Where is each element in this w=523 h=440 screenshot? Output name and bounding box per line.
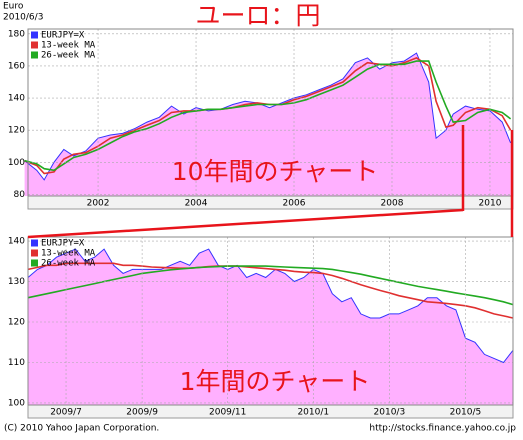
- y-tick-label: 160: [8, 61, 25, 71]
- y-tick-label: 130: [8, 277, 25, 287]
- line: [27, 262, 514, 319]
- y-tick-label: 110: [8, 358, 25, 368]
- y-tick-label: 180: [8, 29, 25, 39]
- legend-label: EURJPY=X: [41, 239, 85, 249]
- annotation: 1年間のチャート: [180, 367, 371, 396]
- line: [27, 265, 514, 306]
- legend-swatch: [31, 259, 38, 267]
- legend-label: 26-week MA: [41, 259, 96, 269]
- x-tick-label: 2010/3: [374, 408, 406, 418]
- x-tick-label: 2004: [185, 199, 208, 209]
- source-url: http://stocks.finance.yahoo.co.jp: [369, 424, 516, 434]
- plot-border: [27, 28, 514, 197]
- x-tick-label: 2010/5: [450, 408, 482, 418]
- y-tick-label: 80: [14, 190, 26, 200]
- title: Euro: [3, 2, 24, 12]
- legend-label: 26-week MA: [41, 51, 96, 61]
- plot-border: [27, 236, 514, 406]
- x-tick-label: 2002: [87, 199, 110, 209]
- x-tick-label: 2009/9: [126, 408, 158, 418]
- legend-swatch: [31, 239, 38, 247]
- legend-swatch: [31, 51, 38, 59]
- legend-swatch: [31, 41, 38, 49]
- connector: [27, 125, 514, 239]
- legend-swatch: [31, 249, 38, 257]
- legend-swatch: [31, 31, 38, 39]
- y-tick-label: 100: [8, 158, 25, 168]
- copyright: (C) 2010 Yahoo Japan Corporation.: [4, 424, 159, 434]
- y-tick-label: 120: [8, 126, 25, 136]
- legend-label: EURJPY=X: [41, 31, 85, 41]
- y-tick-label: 140: [8, 237, 25, 247]
- heading: ユーロ：円: [195, 1, 320, 30]
- y-tick-label: 100: [8, 398, 25, 408]
- charts: 80 100 120 140 160 180 2002 2004 2006 2008 2010 EUR…: [8, 28, 514, 419]
- legend-label: 13-week MA: [41, 41, 96, 51]
- x-tick-label: 2010: [479, 199, 502, 209]
- x-tick-label: 2010/1: [297, 408, 329, 418]
- x-axis-band: [27, 404, 514, 419]
- y-tick-label: 140: [8, 94, 25, 104]
- x-tick-label: 2006: [283, 199, 306, 209]
- annotation: 10年間のチャート: [172, 157, 379, 186]
- area: [28, 249, 513, 405]
- x-tick-label: 2009/11: [209, 408, 246, 418]
- area: [24, 53, 511, 196]
- date: 2010/6/3: [3, 13, 43, 23]
- legend-label: 13-week MA: [41, 249, 96, 259]
- y-tick-label: 120: [8, 318, 25, 328]
- x-tick-label: 2009/7: [50, 408, 82, 418]
- x-tick-label: 2008: [381, 199, 404, 209]
- line: [27, 248, 514, 364]
